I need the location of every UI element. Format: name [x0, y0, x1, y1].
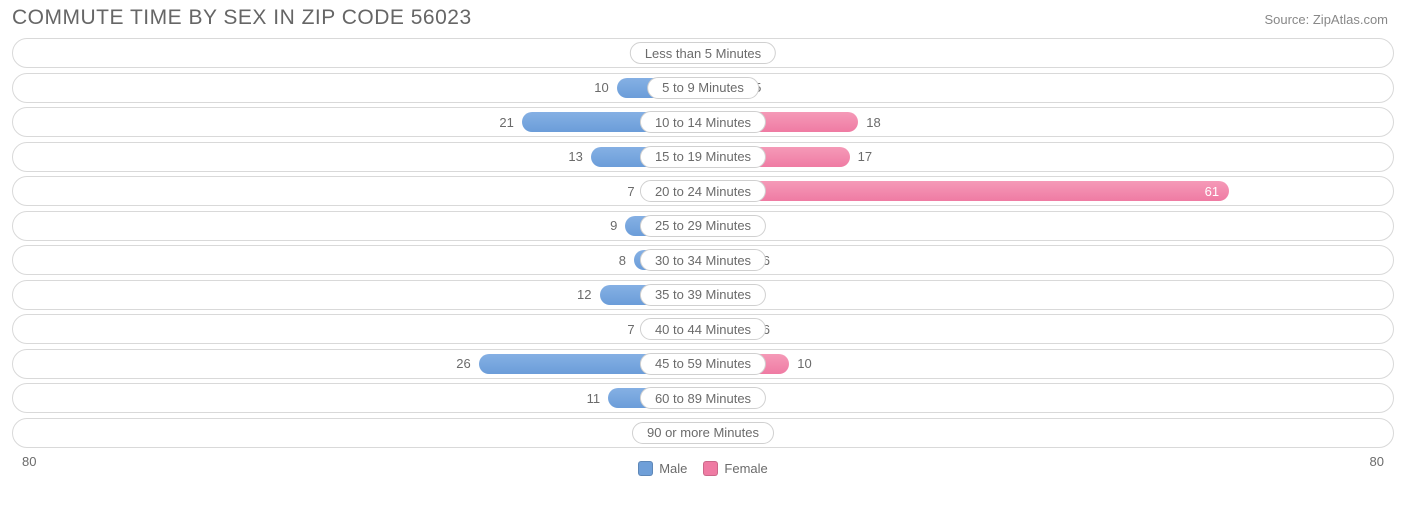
value-female: 61	[1195, 184, 1229, 199]
chart-row: 7640 to 44 Minutes	[12, 314, 1394, 344]
bar-female: 61	[703, 181, 1229, 201]
swatch-male	[638, 461, 653, 476]
category-label: 15 to 19 Minutes	[640, 146, 766, 168]
value-male: 26	[456, 354, 478, 374]
legend: Male Female	[638, 461, 768, 476]
value-male: 21	[499, 112, 521, 132]
chart-row: 1055 to 9 Minutes	[12, 73, 1394, 103]
value-male: 12	[577, 285, 599, 305]
chart-row: 12335 to 39 Minutes	[12, 280, 1394, 310]
chart-row: 4490 or more Minutes	[12, 418, 1394, 448]
value-female: 18	[858, 112, 880, 132]
chart-row: 13 17 15 to 19 Minutes	[12, 142, 1394, 172]
chart-footer: 80 Male Female 80	[0, 452, 1406, 480]
chart-row: 9125 to 29 Minutes	[12, 211, 1394, 241]
chart-header: COMMUTE TIME BY SEX IN ZIP CODE 56023 So…	[0, 0, 1406, 38]
category-label: 30 to 34 Minutes	[640, 249, 766, 271]
category-label: 5 to 9 Minutes	[647, 77, 759, 99]
category-label: 25 to 29 Minutes	[640, 215, 766, 237]
category-label: 60 to 89 Minutes	[640, 387, 766, 409]
value-female: 10	[789, 354, 811, 374]
chart-row: 53Less than 5 Minutes	[12, 38, 1394, 68]
axis-max-left: 80	[22, 454, 36, 469]
value-male: 13	[568, 147, 590, 167]
chart-area: 53Less than 5 Minutes 1055 to 9 Minutes 21…	[0, 38, 1406, 448]
chart-source: Source: ZipAtlas.com	[1264, 12, 1388, 27]
chart-row: 76120 to 24 Minutes	[12, 176, 1394, 206]
value-male: 8	[619, 250, 634, 270]
value-male: 11	[587, 388, 609, 408]
legend-label-female: Female	[724, 461, 767, 476]
category-label: 35 to 39 Minutes	[640, 284, 766, 306]
legend-label-male: Male	[659, 461, 687, 476]
chart-title: COMMUTE TIME BY SEX IN ZIP CODE 56023	[12, 6, 472, 30]
value-male: 10	[594, 78, 616, 98]
chart-row: 26 10 45 to 59 Minutes	[12, 349, 1394, 379]
category-label: 90 or more Minutes	[632, 422, 774, 444]
category-label: 10 to 14 Minutes	[640, 111, 766, 133]
chart-row: 21 18 10 to 14 Minutes	[12, 107, 1394, 137]
value-male: 9	[610, 216, 625, 236]
chart-row: 8630 to 34 Minutes	[12, 245, 1394, 275]
chart-row: 11060 to 89 Minutes	[12, 383, 1394, 413]
value-female: 17	[850, 147, 872, 167]
legend-item-female: Female	[703, 461, 767, 476]
category-label: 20 to 24 Minutes	[640, 180, 766, 202]
axis-max-right: 80	[1370, 454, 1384, 469]
category-label: 40 to 44 Minutes	[640, 318, 766, 340]
legend-item-male: Male	[638, 461, 687, 476]
swatch-female	[703, 461, 718, 476]
category-label: Less than 5 Minutes	[630, 42, 776, 64]
category-label: 45 to 59 Minutes	[640, 353, 766, 375]
